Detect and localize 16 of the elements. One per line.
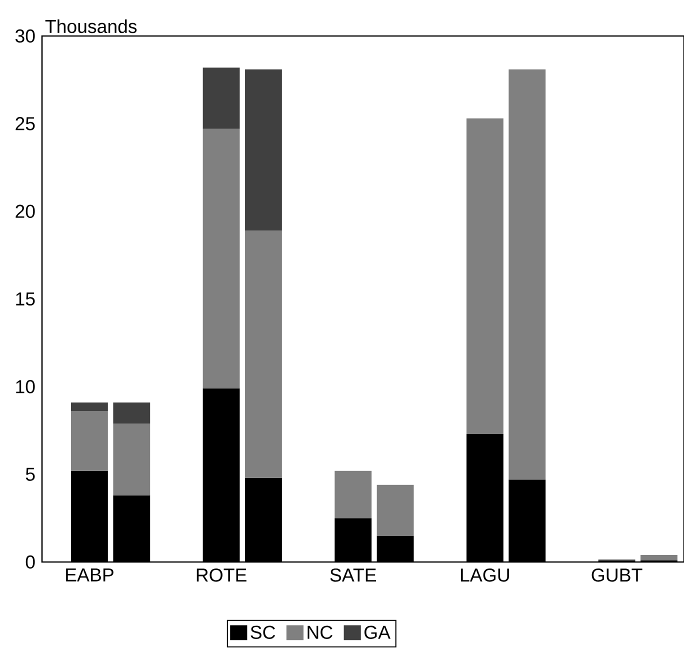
y-tick-label: 20 <box>16 204 35 218</box>
x-tick-label: SATE <box>330 568 376 582</box>
y-tick-label: 10 <box>16 380 35 394</box>
y-tick-label: 15 <box>16 292 35 306</box>
x-tick-label: LAGU <box>461 568 509 582</box>
y-tick-label: 5 <box>26 468 35 481</box>
x-tick-label: ROTE <box>196 568 246 582</box>
x-tick-label: GUBT <box>592 568 642 582</box>
x-tick-label: EABP <box>66 568 114 582</box>
y-tick-label: 0 <box>26 555 35 569</box>
legend-label: NC <box>308 626 332 639</box>
y-tick-label: 25 <box>16 117 35 130</box>
legend-label: GA <box>364 626 390 639</box>
legend-label: SC <box>250 626 276 639</box>
y-axis-title: Thousands <box>45 19 137 34</box>
y-tick-label: 30 <box>15 29 35 43</box>
